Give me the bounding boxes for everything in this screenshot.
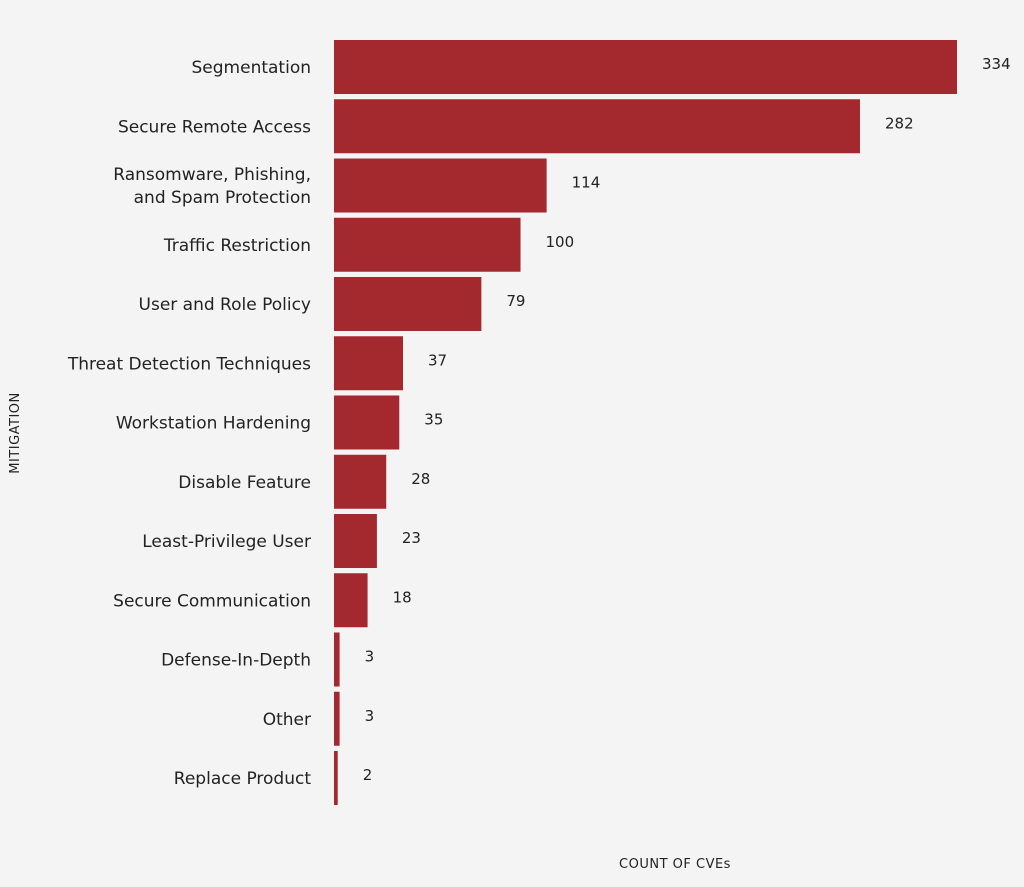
bar	[334, 99, 861, 154]
category-label: Least-Privilege User	[142, 532, 311, 552]
value-label: 3	[365, 648, 375, 666]
bar	[334, 751, 338, 805]
category-label: Secure Remote Access	[118, 117, 311, 137]
value-label: 79	[506, 292, 525, 310]
value-label: 334	[982, 55, 1011, 73]
bar	[334, 632, 340, 687]
value-label: 282	[885, 114, 914, 132]
bar	[334, 217, 521, 272]
category-label: Ransomware, Phishing, and Spam Protection	[113, 165, 311, 208]
value-label: 114	[572, 174, 601, 192]
bar	[334, 691, 340, 746]
bar	[334, 277, 482, 331]
bars-group	[334, 40, 957, 805]
value-label: 37	[428, 351, 447, 369]
category-label: User and Role Policy	[139, 295, 311, 315]
value-label: 2	[363, 766, 373, 784]
category-label: Secure Communication	[113, 591, 311, 611]
value-label: 100	[546, 233, 575, 251]
y-axis-title: MITIGATION	[8, 392, 23, 474]
category-label: Other	[263, 710, 311, 730]
bar	[334, 40, 957, 94]
x-axis-title: COUNT OF CVEs	[619, 857, 731, 872]
bar	[334, 158, 547, 213]
category-label: Replace Product	[174, 769, 312, 789]
category-labels-group: Segmentation Secure Remote Access Ransomwa…	[67, 58, 311, 789]
category-label: Defense-In-Depth	[161, 651, 311, 671]
bar	[334, 395, 400, 450]
value-label: 18	[393, 588, 412, 606]
bar	[334, 336, 404, 391]
bar	[334, 514, 377, 568]
category-label: Segmentation	[192, 58, 311, 78]
bar	[334, 454, 387, 509]
value-label: 28	[411, 470, 430, 488]
category-label: Disable Feature	[178, 473, 311, 493]
category-label: Threat Detection Techniques	[67, 354, 311, 374]
value-label: 35	[424, 411, 443, 429]
value-label: 23	[402, 529, 421, 547]
value-labels-group: 334 282 114 100 79 37 35 28 23 18 3 3 2	[363, 55, 1011, 784]
bar	[334, 573, 368, 628]
category-label: Traffic Restriction	[163, 236, 311, 256]
value-label: 3	[365, 707, 375, 725]
category-label: Workstation Hardening	[116, 414, 311, 434]
